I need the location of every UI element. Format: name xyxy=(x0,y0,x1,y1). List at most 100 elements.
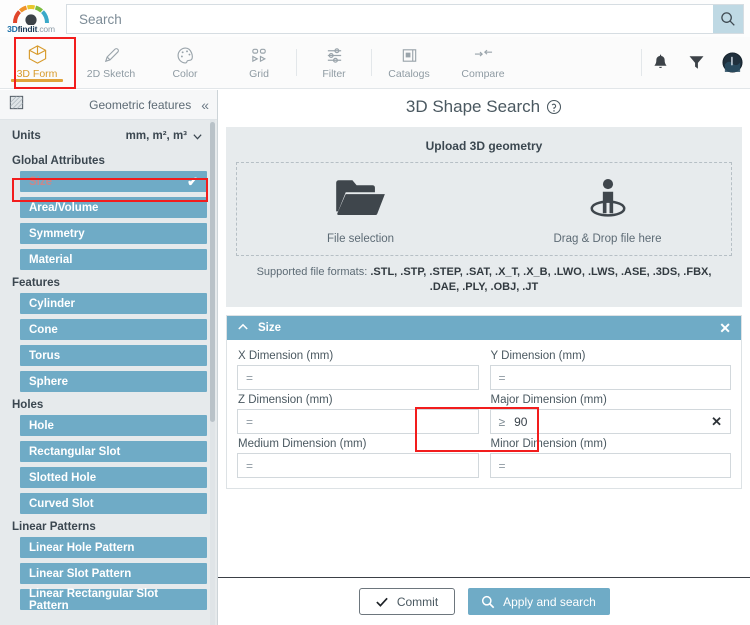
avatar xyxy=(721,52,743,73)
search-icon xyxy=(721,12,735,26)
question-circle-icon[interactable] xyxy=(546,99,562,115)
units-row[interactable]: Units mm, m², m³ xyxy=(10,128,207,148)
notifications-button[interactable] xyxy=(642,37,678,88)
sliders-icon xyxy=(325,45,344,65)
sidebar-item-label: Rectangular Slot xyxy=(29,445,121,458)
main-toolbar: 3D Form 2D Sketch xyxy=(0,37,750,89)
sidebar-item-label: Slotted Hole xyxy=(29,471,97,484)
folder-icon xyxy=(334,177,388,224)
drag-drop-area[interactable]: Drag & Drop file here xyxy=(484,177,731,245)
nav-2d-sketch-label: 2D Sketch xyxy=(86,68,136,80)
upload-card: Upload 3D geometry File selection xyxy=(226,127,742,307)
sidebar-item-area-volume[interactable]: Area/Volume xyxy=(20,197,207,218)
sidebar-item-curved-slot[interactable]: Curved Slot xyxy=(20,493,207,514)
size-field-label: Y Dimension (mm) xyxy=(490,350,586,362)
sidebar-item-rectangular-slot[interactable]: Rectangular Slot xyxy=(20,441,207,462)
panel-icon xyxy=(8,94,25,116)
size-field: X Dimension (mm) = xyxy=(237,346,479,390)
logo-text-com: .com xyxy=(37,23,55,34)
nav-filter[interactable]: Filter xyxy=(297,37,371,88)
size-field-input[interactable]: = xyxy=(237,409,479,434)
nav-3d-form-label: 3D Form xyxy=(16,68,58,80)
operator-token[interactable]: = xyxy=(246,370,254,385)
sidebar-item-label: Material xyxy=(29,253,73,266)
user-avatar-button[interactable] xyxy=(714,37,750,88)
funnel-icon xyxy=(689,56,703,69)
search-button[interactable] xyxy=(713,5,743,33)
apply-button-label: Apply and search xyxy=(503,594,596,609)
sidebar-item-cone[interactable]: Cone xyxy=(20,319,207,340)
nav-compare-label: Compare xyxy=(461,68,505,80)
sidebar-item-label: Area/Volume xyxy=(29,201,99,214)
size-field-input[interactable]: = xyxy=(237,365,479,390)
sidebar-item-slotted-hole[interactable]: Slotted Hole xyxy=(20,467,207,488)
toolbar-spacer xyxy=(520,37,641,88)
clear-field-icon[interactable]: ✕ xyxy=(711,413,722,429)
app-logo[interactable]: 3Dfindit.com xyxy=(0,0,62,37)
chevron-double-left-icon[interactable]: « xyxy=(201,96,209,113)
dropzone[interactable]: File selection Drag & Drop file here xyxy=(236,162,732,256)
sidebar-item-label: Hole xyxy=(29,419,54,432)
nav-catalogs[interactable]: Catalogs xyxy=(372,37,446,88)
apply-and-search-button[interactable]: Apply and search xyxy=(467,588,610,615)
supported-formats: Supported file formats: .STL, .STP, .STE… xyxy=(236,256,732,295)
field-value[interactable]: 90 xyxy=(514,414,528,429)
sidebar-item-linear-hole-pattern[interactable]: Linear Hole Pattern xyxy=(20,537,207,558)
check-icon: ✔ xyxy=(187,173,198,189)
file-selection-area[interactable]: File selection xyxy=(237,177,484,245)
formats-prefix: Supported file formats: xyxy=(256,266,371,278)
sidebar-item-label: Cylinder xyxy=(29,297,76,310)
size-field-label: X Dimension (mm) xyxy=(238,350,334,362)
operator-token[interactable]: = xyxy=(246,414,254,429)
nav-active-underline xyxy=(11,79,63,82)
size-field-label: Minor Dimension (mm) xyxy=(490,438,607,450)
filter-toggle-button[interactable] xyxy=(678,37,714,88)
sidebar-item-label: Size xyxy=(29,175,53,188)
units-value[interactable]: mm, m², m³ xyxy=(126,130,203,142)
close-icon[interactable]: ✕ xyxy=(719,319,731,336)
nav-filter-label: Filter xyxy=(322,68,346,80)
search-input[interactable] xyxy=(67,5,713,33)
commit-button-label: Commit xyxy=(396,594,439,609)
sidebar-item-symmetry[interactable]: Symmetry xyxy=(20,223,207,244)
nav-grid[interactable]: Grid xyxy=(222,37,296,88)
nav-2d-sketch[interactable]: 2D Sketch xyxy=(74,37,148,88)
logo-text-3d: 3D xyxy=(7,23,18,34)
commit-button[interactable]: Commit xyxy=(358,588,455,615)
sidebar-item-cylinder[interactable]: Cylinder xyxy=(20,293,207,314)
nav-compare[interactable]: Compare xyxy=(446,37,520,88)
operator-token[interactable]: = xyxy=(498,370,506,385)
gauge-logo-icon xyxy=(13,4,49,25)
search-bar[interactable] xyxy=(66,4,744,34)
person-in-circle-icon xyxy=(581,177,635,224)
operator-token[interactable]: = xyxy=(498,458,506,473)
size-field-input[interactable]: ≥90 ✕ xyxy=(489,409,731,434)
size-field-input[interactable]: = xyxy=(489,453,731,478)
chevron-up-icon[interactable] xyxy=(237,321,249,336)
sidebar-item-torus[interactable]: Torus xyxy=(20,345,207,366)
formats-list: .STL, .STP, .STEP, .SAT, .X_T, .X_B, .LW… xyxy=(370,266,712,293)
size-panel-header[interactable]: Size ✕ xyxy=(227,316,741,340)
sidebar-item-size[interactable]: Size ✔ xyxy=(20,171,207,192)
size-fields-grid: X Dimension (mm) = Y Dimension (mm) = Z Dime… xyxy=(227,340,741,488)
sidebar-item-linear-slot-pattern[interactable]: Linear Slot Pattern xyxy=(20,563,207,584)
toolbar-divider xyxy=(296,49,297,76)
size-field-input[interactable]: = xyxy=(237,453,479,478)
sidebar-item-material[interactable]: Material xyxy=(20,249,207,270)
sidebar-groups: Global Attributes Size ✔ Area/Volume Symmetr… xyxy=(10,155,207,612)
sidebar-header: Geometric features « xyxy=(0,90,217,120)
nav-color[interactable]: Color xyxy=(148,37,222,88)
nav-3d-form[interactable]: 3D Form xyxy=(0,37,74,88)
sidebar-item-linear-rectangular-slot-pattern[interactable]: Linear Rectangular Slot Pattern xyxy=(20,588,207,612)
size-field-input[interactable]: = xyxy=(489,365,731,390)
page-title: 3D Shape Search xyxy=(218,90,750,127)
sidebar-item-label: Cone xyxy=(29,323,58,336)
sidebar-item-hole[interactable]: Hole xyxy=(20,415,207,436)
sidebar-item-label: Symmetry xyxy=(29,227,85,240)
sidebar-item-sphere[interactable]: Sphere xyxy=(20,371,207,392)
nav-catalogs-label: Catalogs xyxy=(388,68,430,80)
sidebar-scrollbar-thumb[interactable] xyxy=(210,122,215,422)
size-panel: Size ✕ X Dimension (mm) = Y Dimension (mm)… xyxy=(226,315,742,489)
operator-token[interactable]: = xyxy=(246,458,254,473)
operator-token[interactable]: ≥ xyxy=(498,414,506,429)
